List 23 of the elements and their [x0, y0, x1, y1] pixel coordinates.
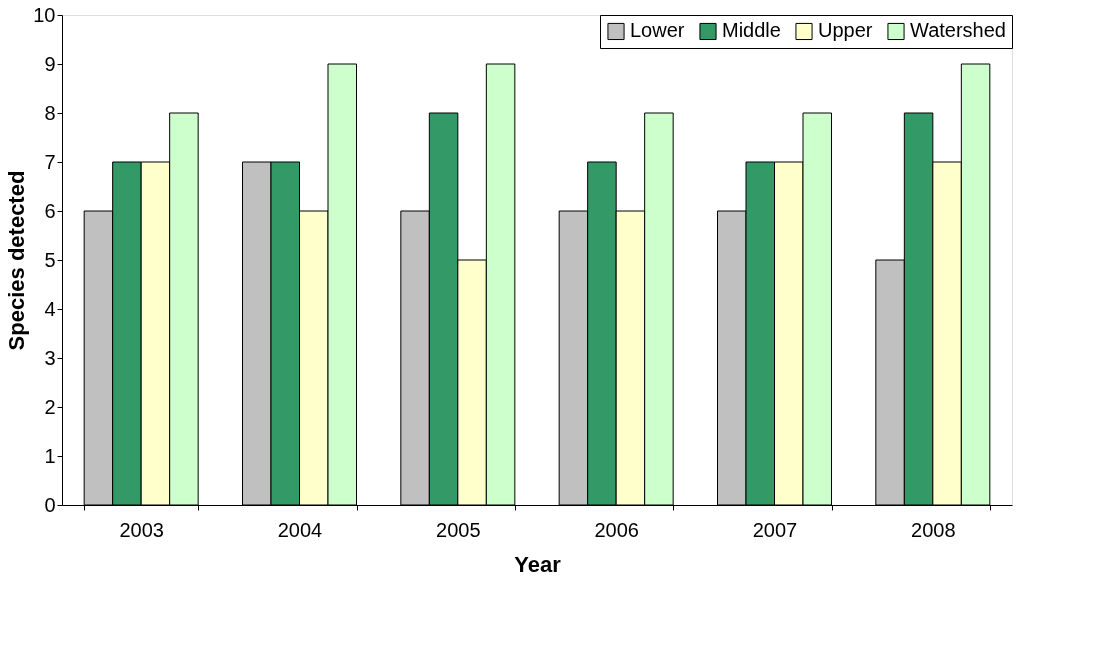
x-axis-title: Year — [514, 551, 562, 577]
legend-label: Upper — [818, 19, 873, 42]
x-tick-label: 2008 — [911, 518, 956, 541]
y-tick-label: 3 — [44, 346, 56, 369]
legend-label: Middle — [722, 19, 781, 42]
x-tick-label: 2005 — [436, 518, 481, 541]
y-tick-label: 4 — [44, 297, 56, 320]
y-tick-label: 1 — [44, 444, 56, 467]
y-tick-label: 2 — [44, 395, 56, 418]
y-tick-label: 5 — [44, 248, 56, 271]
y-tick-label: 8 — [44, 101, 56, 124]
x-tick-label: 2007 — [752, 518, 798, 541]
y-axis-title: Species detected — [4, 170, 30, 351]
y-tick-label: 9 — [44, 52, 56, 75]
x-tick-label: 2004 — [277, 518, 323, 541]
y-tick-label: 0 — [44, 493, 56, 516]
x-tick-label: 2003 — [119, 518, 164, 541]
y-tick-label: 10 — [33, 3, 56, 26]
x-tick-label: 2006 — [594, 518, 639, 541]
legend-label: Watershed — [910, 19, 1006, 42]
y-tick-label: 6 — [44, 199, 56, 222]
y-tick-label: 7 — [44, 150, 56, 173]
legend-label: Lower — [630, 19, 685, 42]
